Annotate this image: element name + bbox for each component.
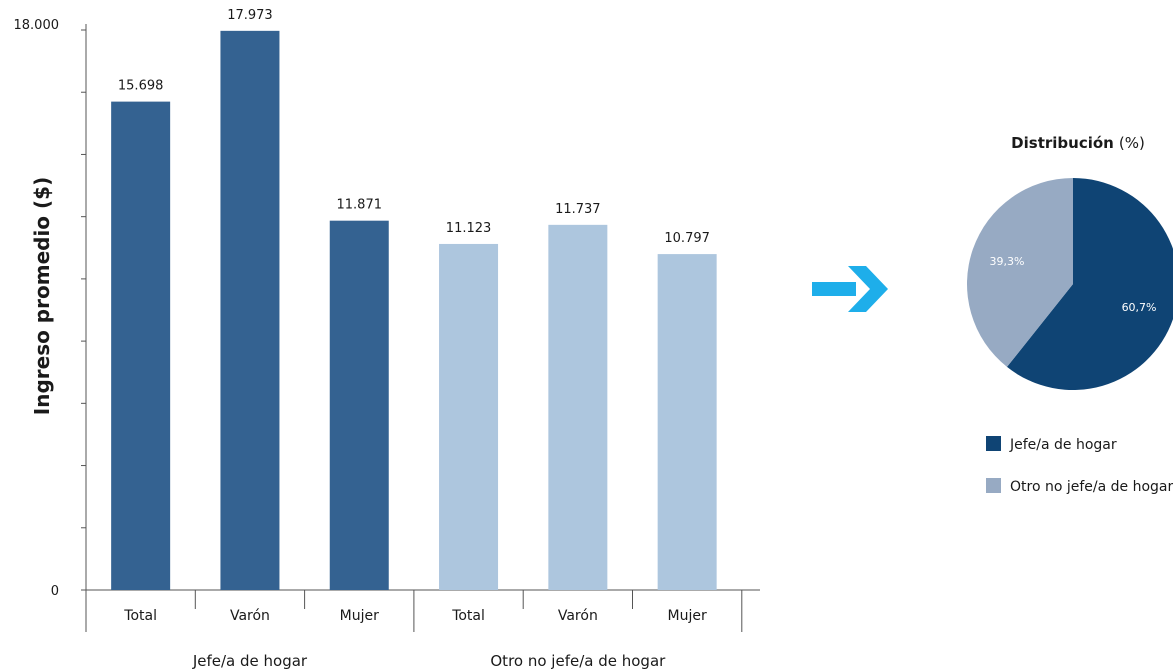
legend-swatch-jefe [986,436,1001,451]
bar-value-label: 11.737 [555,202,601,217]
x-category-label: Varón [230,608,270,624]
y-axis-label: Ingreso promedio ($) [30,177,54,415]
pie-title-suffix: (%) [1119,134,1145,152]
pie-legend: Jefe/a de hogar Otro no jefe/a de hogar [986,436,1173,495]
bar-1-2 [657,254,717,591]
bar-value-label: 15.698 [118,79,164,94]
bar-1-1 [548,224,608,591]
y-minor-ticks [81,29,86,591]
legend-label-otro: Otro no jefe/a de hogar [1010,479,1173,495]
pie-slice-1 [967,178,1073,367]
pie-slice-label: 60,7% [1122,301,1157,314]
bar-0-1 [220,30,280,590]
x-category-label: Varón [558,608,598,624]
x-category-label: Total [123,608,157,624]
bar-1-0 [439,243,499,590]
y-tick-label-max: 18.000 [14,18,60,33]
legend-swatch-otro [986,478,1001,493]
pie-chart: 60,7% 39,3% [967,178,1173,390]
pie-title: Distribución (%) [1011,134,1145,152]
bar-labels-layer: 15.698 Total 17.973 Varón 11.871 Mujer Jefe/a … [118,8,710,670]
bar-value-label: 10.797 [664,231,710,246]
bar-value-label: 11.871 [337,198,383,213]
bar-value-label: 17.973 [227,8,273,23]
pie-title-main: Distribución [1011,134,1114,152]
y-tick-label-min: 0 [51,584,59,599]
pie-slice-label: 39,3% [989,255,1024,268]
x-category-label: Total [451,608,485,624]
arrow-right-icon [812,266,888,312]
x-group-label: Jefe/a de hogar [192,652,308,670]
category-dividers [194,590,743,632]
bar-0-0 [111,101,171,591]
bar-value-label: 11.123 [446,221,492,236]
legend-label-jefe: Jefe/a de hogar [1009,437,1117,453]
bar-0-2 [329,220,389,590]
x-category-label: Mujer [668,608,707,624]
pie-slice-0 [1006,178,1173,390]
bars-layer [111,30,717,591]
x-category-label: Mujer [340,608,379,624]
x-group-label: Otro no jefe/a de hogar [490,652,666,670]
